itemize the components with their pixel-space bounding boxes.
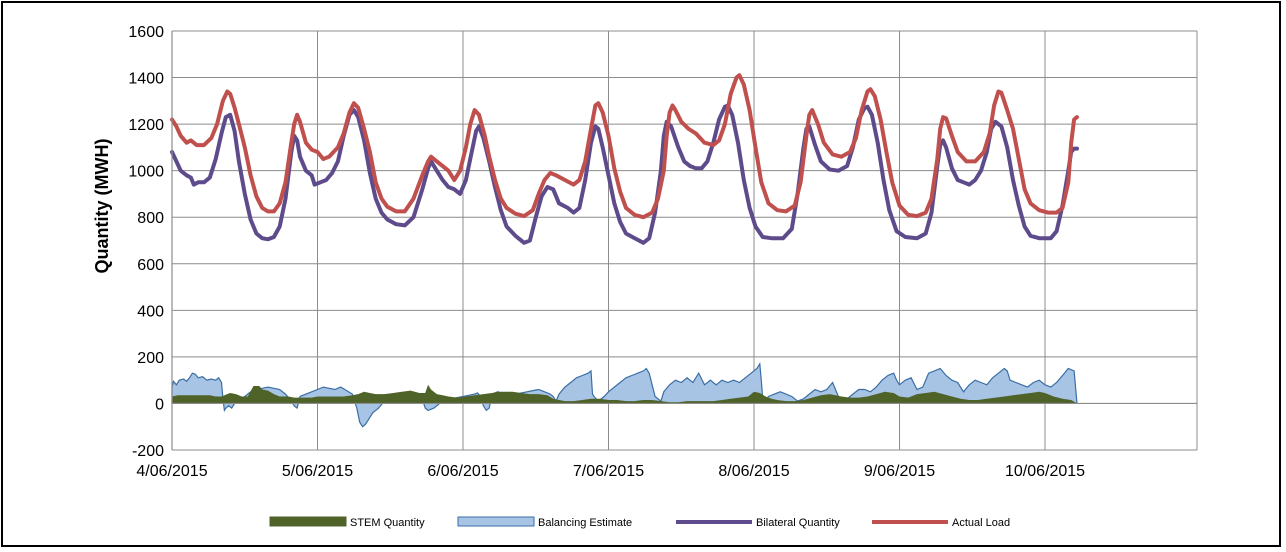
series-line-actual-load [170, 73, 1079, 220]
legend-label: Bilateral Quantity [756, 517, 840, 529]
x-tick-label: 6/06/2015 [427, 463, 498, 480]
y-tick-label: 800 [137, 210, 164, 227]
y-tick-label: 0 [155, 396, 164, 413]
legend-item: Bilateral Quantity [676, 517, 840, 529]
x-tick-label: 4/06/2015 [136, 463, 207, 480]
y-tick-label: -200 [132, 443, 164, 460]
y-tick-label: 1400 [128, 71, 164, 88]
y-tick-label: 600 [137, 257, 164, 274]
x-tick-label: 10/06/2015 [1005, 463, 1085, 480]
axes [171, 31, 1197, 450]
x-tick-label: 7/06/2015 [573, 463, 644, 480]
legend-swatch [269, 516, 347, 527]
y-tick-label: 200 [137, 350, 164, 367]
legend-label: Actual Load [952, 517, 1010, 529]
y-axis-label: Quantity (MWH) [92, 139, 112, 274]
y-tick-labels: 1600 1400 1200 1000 800 600 400 200 0 -200 [128, 24, 164, 460]
x-tick-label: 5/06/2015 [282, 463, 353, 480]
legend-label: Balancing Estimate [538, 517, 632, 529]
y-tick-label: 1600 [128, 24, 164, 41]
legend-swatch [457, 516, 535, 527]
line-series [170, 73, 1079, 245]
y-tick-label: 1000 [128, 164, 164, 181]
area-series [171, 362, 1078, 428]
x-tick-labels: 4/06/2015 5/06/2015 6/06/2015 7/06/2015 8/06… [136, 463, 1085, 480]
x-tick-label: 9/06/2015 [864, 463, 935, 480]
y-tick-label: 1200 [128, 117, 164, 134]
legend: STEM Quantity Balancing Estimate Bilateral… [269, 516, 1010, 529]
legend-item: Balancing Estimate [457, 516, 632, 529]
x-tick-label: 8/06/2015 [718, 463, 789, 480]
legend-label: STEM Quantity [350, 517, 425, 529]
y-tick-label: 400 [137, 303, 164, 320]
legend-item: STEM Quantity [269, 516, 425, 529]
legend-item: Actual Load [872, 517, 1010, 529]
series-area-stem-quantity [172, 384, 1077, 404]
